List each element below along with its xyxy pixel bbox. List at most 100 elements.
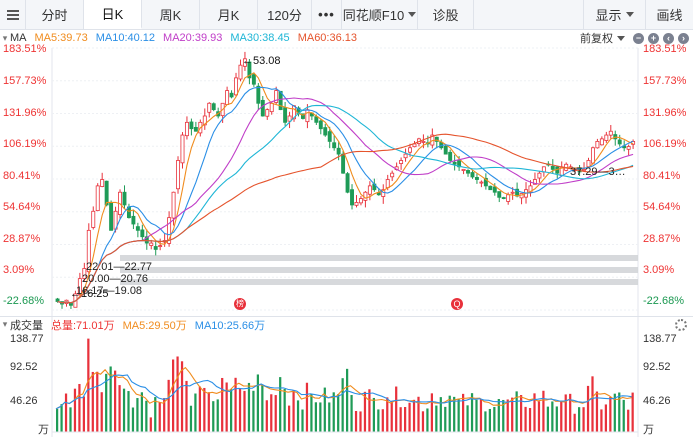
volume-bar <box>256 374 259 432</box>
volume-bar <box>609 396 612 432</box>
tab-minute[interactable]: 分时 <box>26 0 84 29</box>
volume-bar <box>189 405 193 432</box>
more-tabs-button[interactable]: ••• <box>312 0 342 29</box>
candle <box>104 180 109 206</box>
candle <box>470 172 475 178</box>
zoom-out-icon[interactable]: − <box>633 32 644 44</box>
candle <box>506 194 511 202</box>
volume-bar <box>520 395 523 432</box>
candle <box>260 99 265 117</box>
volume-bar <box>613 393 616 432</box>
scroll-left-icon[interactable]: ‹ <box>663 32 674 44</box>
ma-name[interactable]: MA <box>10 32 27 44</box>
tab-weekly-k[interactable]: 周K <box>142 0 200 29</box>
candle <box>238 64 243 80</box>
draw-line-button[interactable]: 画线 <box>645 0 693 29</box>
volume-bar <box>60 404 63 432</box>
candle <box>497 191 502 198</box>
candle <box>466 170 470 174</box>
volume-bar <box>185 380 188 432</box>
volume-bar <box>319 402 322 432</box>
volume-bar <box>91 371 94 432</box>
list-marker-icon[interactable]: 榜 <box>234 298 246 310</box>
f10-dropdown[interactable]: 同花顺F10 <box>342 0 418 29</box>
candle <box>461 168 466 171</box>
volume-bar <box>105 373 108 432</box>
qa-marker-icon[interactable]: Q <box>451 298 463 310</box>
support-band <box>120 267 638 273</box>
axis-label: 131.96% <box>643 107 687 119</box>
volume-bar <box>528 408 532 432</box>
candle <box>140 229 145 238</box>
gear-icon[interactable] <box>675 318 687 331</box>
candle <box>599 138 604 146</box>
volume-bar <box>555 406 558 432</box>
volume-bar <box>131 407 135 432</box>
candle <box>479 181 484 184</box>
candle <box>274 90 279 103</box>
candle <box>457 160 462 168</box>
volume-bar <box>69 407 72 432</box>
volume-bar <box>296 400 300 432</box>
candle <box>256 85 261 104</box>
tab-daily-k[interactable]: 日K <box>84 0 142 29</box>
volume-bar <box>140 392 143 432</box>
candle <box>537 172 542 179</box>
volume-bar <box>408 402 411 432</box>
candle <box>180 134 185 164</box>
volume-bar <box>288 405 291 432</box>
axis-label: -22.68% <box>3 295 44 307</box>
candle <box>532 179 537 185</box>
volume-bar <box>198 386 201 432</box>
axis-label: 131.96% <box>3 107 47 119</box>
axis-label: 183.51% <box>3 43 47 55</box>
volume-bar <box>417 396 420 432</box>
candle <box>251 74 256 85</box>
volume-bar <box>96 371 99 432</box>
tab-120min[interactable]: 120分 <box>258 0 312 29</box>
candle <box>350 189 354 206</box>
volume-bar <box>194 393 197 432</box>
volume-bar <box>622 399 625 432</box>
volume-bar <box>234 377 237 432</box>
menu-icon[interactable] <box>0 0 26 29</box>
adjust-dropdown[interactable]: 前复权 <box>580 30 625 46</box>
candle <box>452 161 457 165</box>
candle <box>408 147 412 153</box>
volume-bar <box>341 378 344 432</box>
volume-bar <box>301 409 304 432</box>
volume-bar <box>511 397 514 432</box>
volume-bar <box>207 392 210 432</box>
volume-bar <box>439 397 442 432</box>
volume-bar <box>238 388 242 432</box>
volume-bar <box>475 399 478 432</box>
tab-diagnose[interactable]: 诊股 <box>418 0 474 29</box>
volume-bar <box>118 385 121 432</box>
axis-label: 46.26 <box>10 395 38 407</box>
candle <box>158 245 163 248</box>
volume-bar <box>176 356 179 432</box>
volume-bar <box>172 359 175 432</box>
volume-name[interactable]: 成交量 <box>10 319 43 332</box>
volume-bar <box>247 382 251 432</box>
candle <box>211 103 216 111</box>
ma30-value: MA30:38.45 <box>230 32 290 44</box>
candle <box>122 191 127 206</box>
volume-bar <box>551 401 554 432</box>
zoom-in-icon[interactable]: + <box>648 32 659 44</box>
volume-bar <box>578 407 581 432</box>
chevron-down-icon[interactable]: ▾ <box>2 319 8 329</box>
axis-label: 92.52 <box>10 361 38 373</box>
scroll-right-icon[interactable]: › <box>678 32 689 44</box>
candle <box>202 115 207 126</box>
volume-bar <box>470 393 474 432</box>
display-dropdown[interactable]: 显示 <box>583 0 645 29</box>
chevron-down-icon[interactable]: ▾ <box>2 32 8 43</box>
volume-bar <box>582 407 585 432</box>
ma20-value: MA20:39.93 <box>163 32 223 44</box>
volume-bar <box>457 399 460 432</box>
tab-monthly-k[interactable]: 月K <box>200 0 258 29</box>
axis-label: 3.09% <box>3 264 35 276</box>
candle <box>86 229 91 273</box>
